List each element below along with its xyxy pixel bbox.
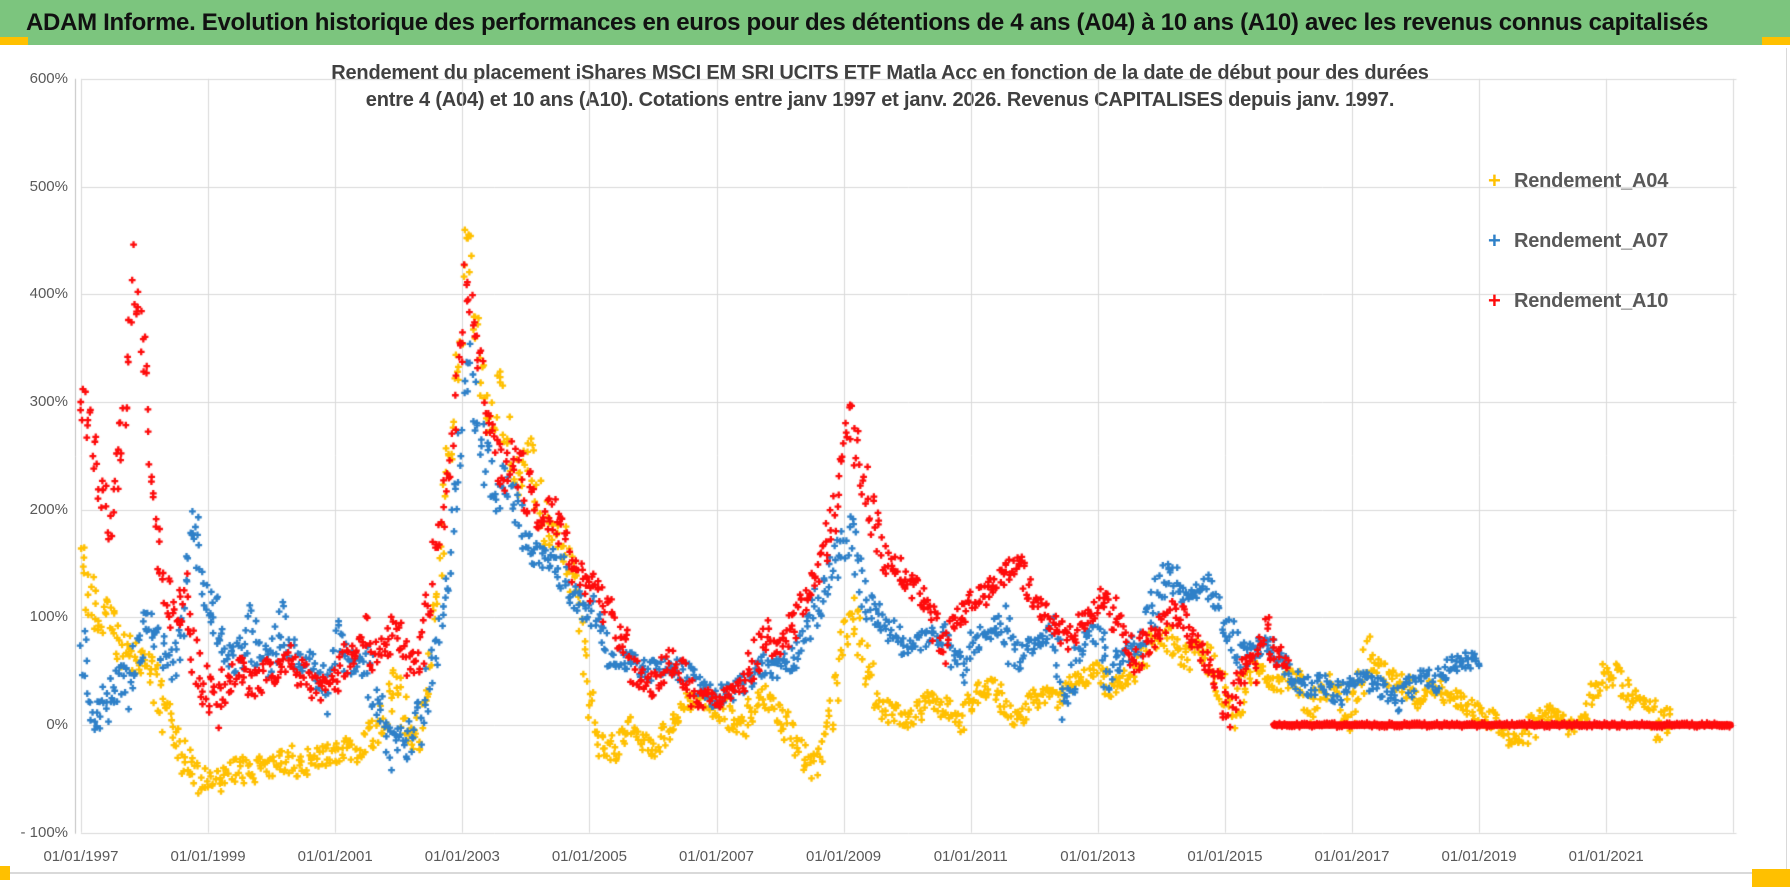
x-axis-tick-label: 01/01/2005 xyxy=(551,848,627,865)
legend: + Rendement_A04 + Rendement_A07 + Rendem… xyxy=(1488,166,1748,346)
y-axis-tick-label: - 100% xyxy=(20,823,68,841)
x-axis-tick-label: 01/01/2015 xyxy=(1187,848,1263,865)
plus-marker-icon: + xyxy=(1488,228,1501,253)
x-axis-tick-label: 01/01/1999 xyxy=(170,848,246,865)
x-axis-tick-label: 01/01/2009 xyxy=(806,848,882,865)
y-axis-tick-label: 500% xyxy=(29,177,68,195)
right-divider xyxy=(1786,48,1787,878)
legend-label: Rendement_A04 xyxy=(1514,169,1669,192)
footer-accent-right xyxy=(1752,869,1790,887)
x-axis-tick-label: 01/01/2001 xyxy=(297,848,373,865)
x-axis-tick-label: 01/01/2019 xyxy=(1441,848,1517,865)
x-axis-tick-label: 01/01/2013 xyxy=(1060,848,1136,865)
x-axis-tick-label: 01/01/1997 xyxy=(43,848,119,865)
x-axis-tick-label: 01/01/2017 xyxy=(1314,848,1390,865)
x-axis-tick-label: 01/01/2021 xyxy=(1568,848,1644,865)
footer-accent-left xyxy=(0,866,10,880)
legend-label: Rendement_A07 xyxy=(1514,229,1669,252)
legend-item-a04: + Rendement_A04 xyxy=(1488,166,1748,196)
x-axis-tick-label: 01/01/2003 xyxy=(424,848,500,865)
y-axis-tick-label: 600% xyxy=(29,69,68,87)
plus-marker-icon: + xyxy=(1488,168,1501,193)
y-axis-tick-label: 100% xyxy=(29,608,68,626)
x-axis-tick-label: 01/01/2011 xyxy=(933,848,1008,865)
footer-divider xyxy=(10,872,1752,874)
y-axis-tick-label: 300% xyxy=(29,392,68,410)
y-axis-tick-label: 200% xyxy=(29,500,68,518)
y-axis-tick-label: 400% xyxy=(29,285,68,303)
plus-marker-icon: + xyxy=(1488,288,1501,313)
y-axis-tick-label: 0% xyxy=(46,716,68,733)
legend-item-a10: + Rendement_A10 xyxy=(1488,286,1748,316)
legend-item-a07: + Rendement_A07 xyxy=(1488,226,1748,256)
x-axis-tick-label: 01/01/2007 xyxy=(678,848,755,865)
legend-label: Rendement_A10 xyxy=(1514,289,1669,312)
